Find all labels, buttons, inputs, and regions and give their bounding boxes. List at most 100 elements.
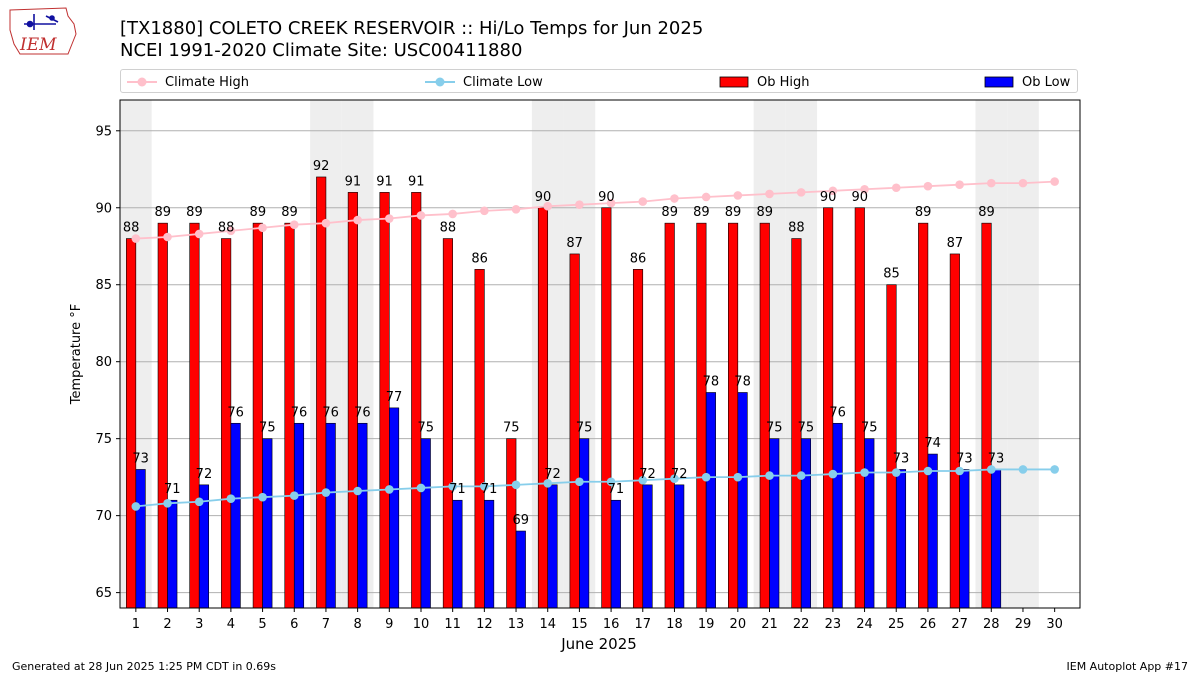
ob-high-bar-day-10 — [411, 192, 422, 609]
ob-low-label-day-23: 76 — [829, 405, 846, 420]
x-tick-label-27: 27 — [951, 617, 968, 632]
ob-high-bar-day-2 — [157, 222, 168, 609]
climate-high-point-day-4 — [226, 226, 236, 236]
x-tick-label-7: 7 — [322, 617, 330, 632]
climate-high-point-day-29 — [1018, 178, 1028, 188]
ob-low-label-day-21: 75 — [766, 421, 783, 436]
x-tick-label-20: 20 — [730, 617, 747, 632]
climate-low-point-day-18 — [670, 474, 679, 483]
ob-low-bar-day-5 — [262, 438, 273, 609]
ob-high-label-day-10: 91 — [408, 174, 425, 189]
climate-low-point-day-21 — [765, 471, 774, 480]
ob-high-label-day-23: 90 — [820, 190, 837, 205]
x-tick-label-23: 23 — [825, 617, 842, 632]
x-tick-label-15: 15 — [571, 617, 588, 632]
ob-high-bar-day-7 — [316, 176, 327, 609]
ob-low-bar-day-15 — [579, 438, 590, 609]
climate-lines — [131, 177, 1059, 511]
x-tick-label-22: 22 — [793, 617, 810, 632]
climate-high-point-day-19 — [701, 192, 711, 202]
climate-high-point-day-12 — [480, 206, 489, 216]
ob-high-label-day-5: 89 — [250, 205, 267, 220]
ob-high-label-day-2: 89 — [154, 205, 171, 220]
climate-low-point-day-10 — [416, 483, 426, 493]
ob-low-bar-day-22 — [800, 438, 811, 609]
ob-high-bar-day-3 — [189, 222, 200, 609]
x-tick-label-1: 1 — [132, 617, 140, 632]
ob-low-label-day-1: 73 — [132, 451, 149, 466]
weather-station-icon — [24, 14, 59, 30]
ob-high-bar-day-12 — [474, 269, 485, 609]
ob-low-bar-day-14 — [547, 484, 558, 609]
ob-high-bar-day-16 — [601, 207, 612, 609]
x-tick-label-19: 19 — [698, 617, 715, 632]
climate-high-point-day-30 — [1050, 177, 1059, 186]
ob-low-label-day-5: 75 — [259, 421, 276, 436]
ob-low-bar-day-12 — [484, 499, 495, 609]
x-tick-label-18: 18 — [666, 617, 683, 632]
ob-high-label-day-7: 92 — [313, 159, 330, 174]
climate-high-point-day-13 — [511, 204, 521, 214]
x-tick-label-6: 6 — [290, 617, 298, 632]
ob-high-label-day-26: 89 — [915, 205, 932, 220]
ob-high-bar-day-11 — [442, 238, 453, 609]
ob-low-bar-day-23 — [832, 422, 843, 609]
x-tick-label-8: 8 — [353, 617, 361, 632]
legend-climate-high-marker — [127, 77, 157, 87]
ob-high-label-day-21: 89 — [756, 205, 773, 220]
climate-low-point-day-11 — [448, 482, 457, 491]
legend-ob-high-marker — [719, 76, 749, 88]
climate-high-point-day-22 — [796, 188, 806, 197]
x-tick-label-21: 21 — [761, 617, 778, 632]
ob-high-bar-day-21 — [759, 222, 770, 609]
ob-high-label-day-3: 89 — [186, 205, 203, 220]
ob-high-label-day-20: 89 — [725, 205, 742, 220]
climate-low-point-day-20 — [733, 472, 743, 482]
x-tick-label-13: 13 — [508, 617, 525, 632]
climate-low-point-day-1 — [131, 502, 141, 511]
ob-low-bar-day-11 — [452, 499, 463, 609]
ob-low-label-day-22: 75 — [798, 421, 815, 436]
x-tick-label-17: 17 — [634, 617, 651, 632]
ob-high-label-day-15: 87 — [566, 236, 583, 251]
ob-low-label-day-4: 76 — [227, 405, 244, 420]
ob-high-label-day-11: 88 — [440, 221, 457, 236]
ob-high-bar-day-8 — [347, 192, 358, 609]
climate-high-point-day-20 — [733, 191, 743, 200]
ob-low-label-day-19: 78 — [703, 374, 720, 389]
ob-low-bar-day-20 — [737, 392, 748, 609]
ob-high-bar-day-5 — [252, 222, 263, 609]
y-tick-label-90: 90 — [95, 201, 112, 216]
ob-low-bar-day-24 — [864, 438, 875, 609]
ob-high-bar-day-28 — [981, 222, 992, 609]
ob-low-bar-day-9 — [389, 407, 400, 609]
x-tick-label-30: 30 — [1046, 617, 1063, 632]
logo-text: IEM — [19, 35, 57, 55]
ob-high-bar-day-14 — [537, 207, 549, 609]
ob-high-bar-day-19 — [696, 222, 707, 609]
legend-ob-low-label: Ob Low — [1022, 74, 1071, 90]
x-tick-label-2: 2 — [163, 617, 171, 632]
climate-high-point-day-27 — [955, 180, 964, 189]
climate-low-point-day-15 — [575, 477, 584, 487]
ob-high-label-day-13: 75 — [503, 421, 520, 436]
ob-low-label-day-6: 76 — [291, 405, 308, 420]
climate-low-point-day-14 — [543, 479, 553, 488]
chart-legend: Climate High Climate Low Ob High Ob Low — [120, 69, 1078, 93]
y-tick-label-70: 70 — [95, 509, 112, 524]
ob-low-label-day-2: 71 — [164, 482, 181, 497]
climate-high-point-day-16 — [606, 198, 616, 208]
ob-low-bar-day-16 — [610, 499, 621, 609]
ob-high-label-day-25: 85 — [883, 267, 900, 282]
ob-high-bar-day-20 — [728, 222, 739, 609]
climate-high-point-day-15 — [575, 200, 584, 209]
climate-low-point-day-16 — [606, 477, 616, 487]
legend-ob-low-marker — [984, 76, 1014, 88]
ob-low-label-day-12: 71 — [481, 482, 498, 497]
x-tick-label-25: 25 — [888, 617, 905, 632]
y-tick-label-75: 75 — [95, 432, 112, 447]
ob-low-bar-day-13 — [515, 530, 526, 609]
climate-low-point-day-26 — [923, 466, 933, 476]
y-tick-label-65: 65 — [95, 586, 112, 601]
ob-low-label-day-15: 75 — [576, 421, 593, 436]
